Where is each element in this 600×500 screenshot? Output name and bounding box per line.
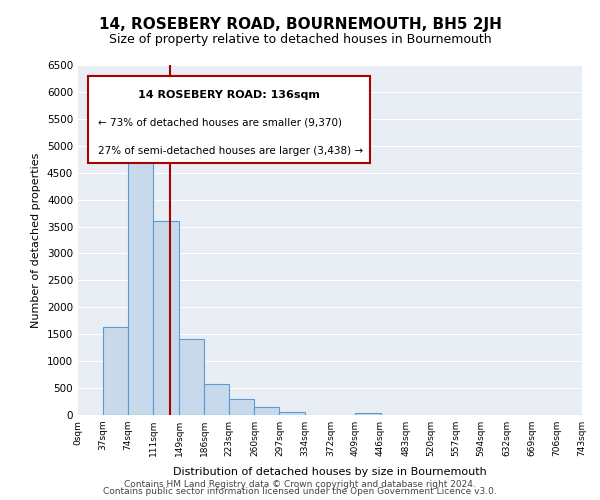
- Bar: [128, 142, 153, 415]
- Text: ← 73% of detached houses are smaller (9,370): ← 73% of detached houses are smaller (9,…: [98, 118, 342, 128]
- Bar: [254, 406, 280, 415]
- Bar: [103, 327, 128, 415]
- Text: 14, ROSEBERY ROAD, BOURNEMOUTH, BH5 2JH: 14, ROSEBERY ROAD, BOURNEMOUTH, BH5 2JH: [98, 18, 502, 32]
- FancyBboxPatch shape: [88, 76, 370, 163]
- Text: 27% of semi-detached houses are larger (3,438) →: 27% of semi-detached houses are larger (…: [98, 146, 363, 156]
- Text: Size of property relative to detached houses in Bournemouth: Size of property relative to detached ho…: [109, 32, 491, 46]
- Text: Contains HM Land Registry data © Crown copyright and database right 2024.: Contains HM Land Registry data © Crown c…: [124, 480, 476, 489]
- Bar: [355, 412, 380, 415]
- Bar: [280, 412, 305, 415]
- X-axis label: Distribution of detached houses by size in Bournemouth: Distribution of detached houses by size …: [173, 468, 487, 477]
- Bar: [204, 384, 229, 415]
- Bar: [179, 338, 204, 415]
- Text: 14 ROSEBERY ROAD: 136sqm: 14 ROSEBERY ROAD: 136sqm: [138, 90, 320, 100]
- Bar: [229, 399, 254, 415]
- Bar: [153, 221, 179, 415]
- Text: Contains public sector information licensed under the Open Government Licence v3: Contains public sector information licen…: [103, 487, 497, 496]
- Y-axis label: Number of detached properties: Number of detached properties: [31, 152, 41, 328]
